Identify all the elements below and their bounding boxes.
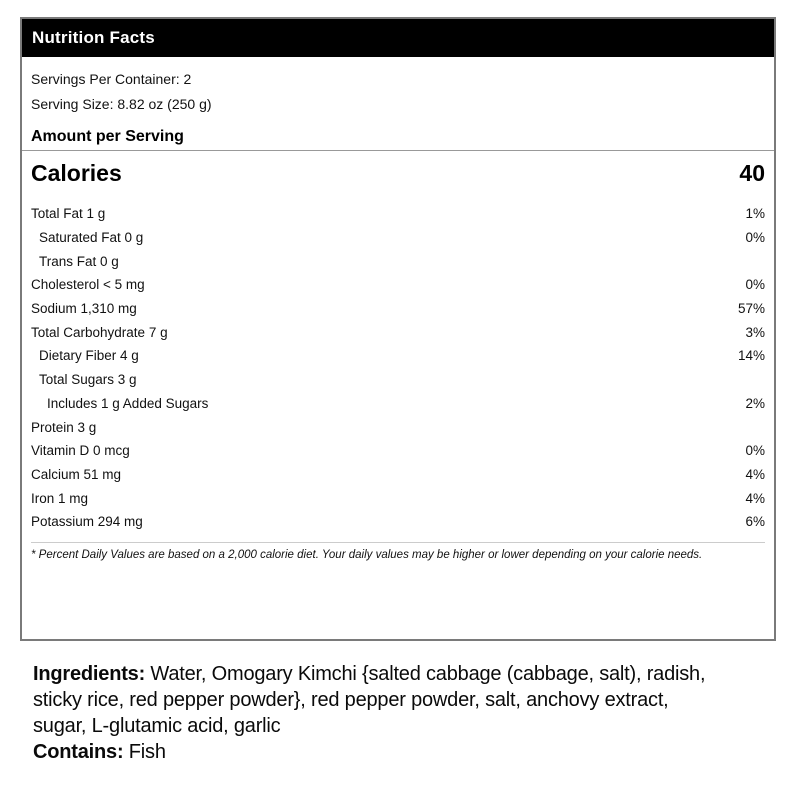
nutrient-daily-value: 4% — [745, 490, 765, 506]
nutrient-name: Calcium 51 mg — [31, 466, 122, 482]
nutrient-name: Vitamin D 0 mcg — [31, 443, 130, 459]
contains-text: Fish — [123, 741, 166, 763]
nutrient-row-sodium: Sodium 1,310 mg 57% — [22, 297, 774, 321]
ingredients-text: Water, Omogary Kimchi {salted cabbage (c… — [33, 663, 706, 737]
contains-paragraph: Contains: Fish — [33, 739, 711, 765]
nutrient-row-protein: Protein 3 g — [22, 415, 774, 439]
ingredients-block: Ingredients: Water, Omogary Kimchi {salt… — [33, 661, 711, 765]
nutrient-daily-value: 6% — [745, 514, 765, 530]
nutrition-facts-label: Nutrition Facts Servings Per Container: … — [20, 17, 776, 641]
nutrient-name: Potassium 294 mg — [31, 514, 143, 530]
nutrient-name: Protein 3 g — [31, 419, 97, 435]
nutrient-name: Includes 1 g Added Sugars — [47, 395, 209, 411]
nutrient-daily-value: 57% — [737, 301, 765, 317]
nutrient-daily-value: 14% — [737, 348, 765, 364]
label-title: Nutrition Facts — [32, 28, 155, 47]
daily-values-footnote: * Percent Daily Values are based on a 2,… — [31, 548, 703, 561]
nutrient-name: Sodium 1,310 mg — [31, 301, 137, 317]
serving-info-section: Servings Per Container: 2 Serving Size: … — [22, 57, 774, 151]
nutrient-daily-value: 2% — [745, 395, 765, 411]
nutrient-daily-value: 1% — [745, 206, 765, 222]
calories-value: 40 — [739, 159, 765, 186]
nutrient-row-calcium: Calcium 51 mg 4% — [22, 463, 774, 487]
nutrient-name: Total Sugars 3 g — [39, 372, 137, 388]
calories-row: Calories 40 — [22, 151, 774, 195]
nutrient-daily-value: 3% — [745, 324, 765, 340]
servings-per-container: Servings Per Container: 2 — [31, 70, 192, 87]
nutrient-row-cholesterol: Cholesterol < 5 mg 0% — [22, 273, 774, 297]
nutrient-daily-value: 4% — [745, 466, 765, 482]
nutrient-name: Total Carbohydrate 7 g — [31, 324, 168, 340]
serving-size: Serving Size: 8.82 oz (250 g) — [31, 95, 212, 112]
footnote-section: * Percent Daily Values are based on a 2,… — [31, 541, 765, 561]
amount-per-serving-heading: Amount per Serving — [31, 128, 184, 145]
nutrient-name: Cholesterol < 5 mg — [31, 277, 145, 293]
nutrient-row-dietary-fiber: Dietary Fiber 4 g 14% — [22, 344, 774, 368]
nutrient-row-potassium: Potassium 294 mg 6% — [22, 510, 774, 534]
nutrient-name: Saturated Fat 0 g — [39, 230, 144, 246]
nutrient-row-total-fat: Total Fat 1 g 1% — [22, 202, 774, 226]
nutrient-row-added-sugars: Includes 1 g Added Sugars 2% — [22, 392, 774, 416]
nutrient-name: Dietary Fiber 4 g — [39, 348, 139, 364]
nutrients-list: Total Fat 1 g 1% Saturated Fat 0 g 0% Tr… — [22, 195, 774, 534]
nutrient-daily-value: 0% — [745, 443, 765, 459]
nutrient-daily-value: 0% — [745, 230, 765, 246]
nutrient-name: Total Fat 1 g — [31, 206, 106, 222]
nutrient-row-iron: Iron 1 mg 4% — [22, 486, 774, 510]
nutrient-name: Trans Fat 0 g — [39, 253, 119, 269]
nutrient-daily-value: 0% — [745, 277, 765, 293]
nutrient-row-saturated-fat: Saturated Fat 0 g 0% — [22, 226, 774, 250]
label-header-bar: Nutrition Facts — [22, 19, 774, 57]
calories-label: Calories — [31, 159, 122, 186]
nutrient-row-trans-fat: Trans Fat 0 g — [22, 249, 774, 273]
nutrient-name: Iron 1 mg — [31, 490, 89, 506]
nutrient-row-vitamin-d: Vitamin D 0 mcg 0% — [22, 439, 774, 463]
nutrient-row-total-carbohydrate: Total Carbohydrate 7 g 3% — [22, 320, 774, 344]
ingredients-heading: Ingredients: — [33, 663, 146, 685]
contains-heading: Contains: — [33, 741, 124, 763]
nutrient-row-total-sugars: Total Sugars 3 g — [22, 368, 774, 392]
ingredients-paragraph: Ingredients: Water, Omogary Kimchi {salt… — [33, 661, 711, 739]
